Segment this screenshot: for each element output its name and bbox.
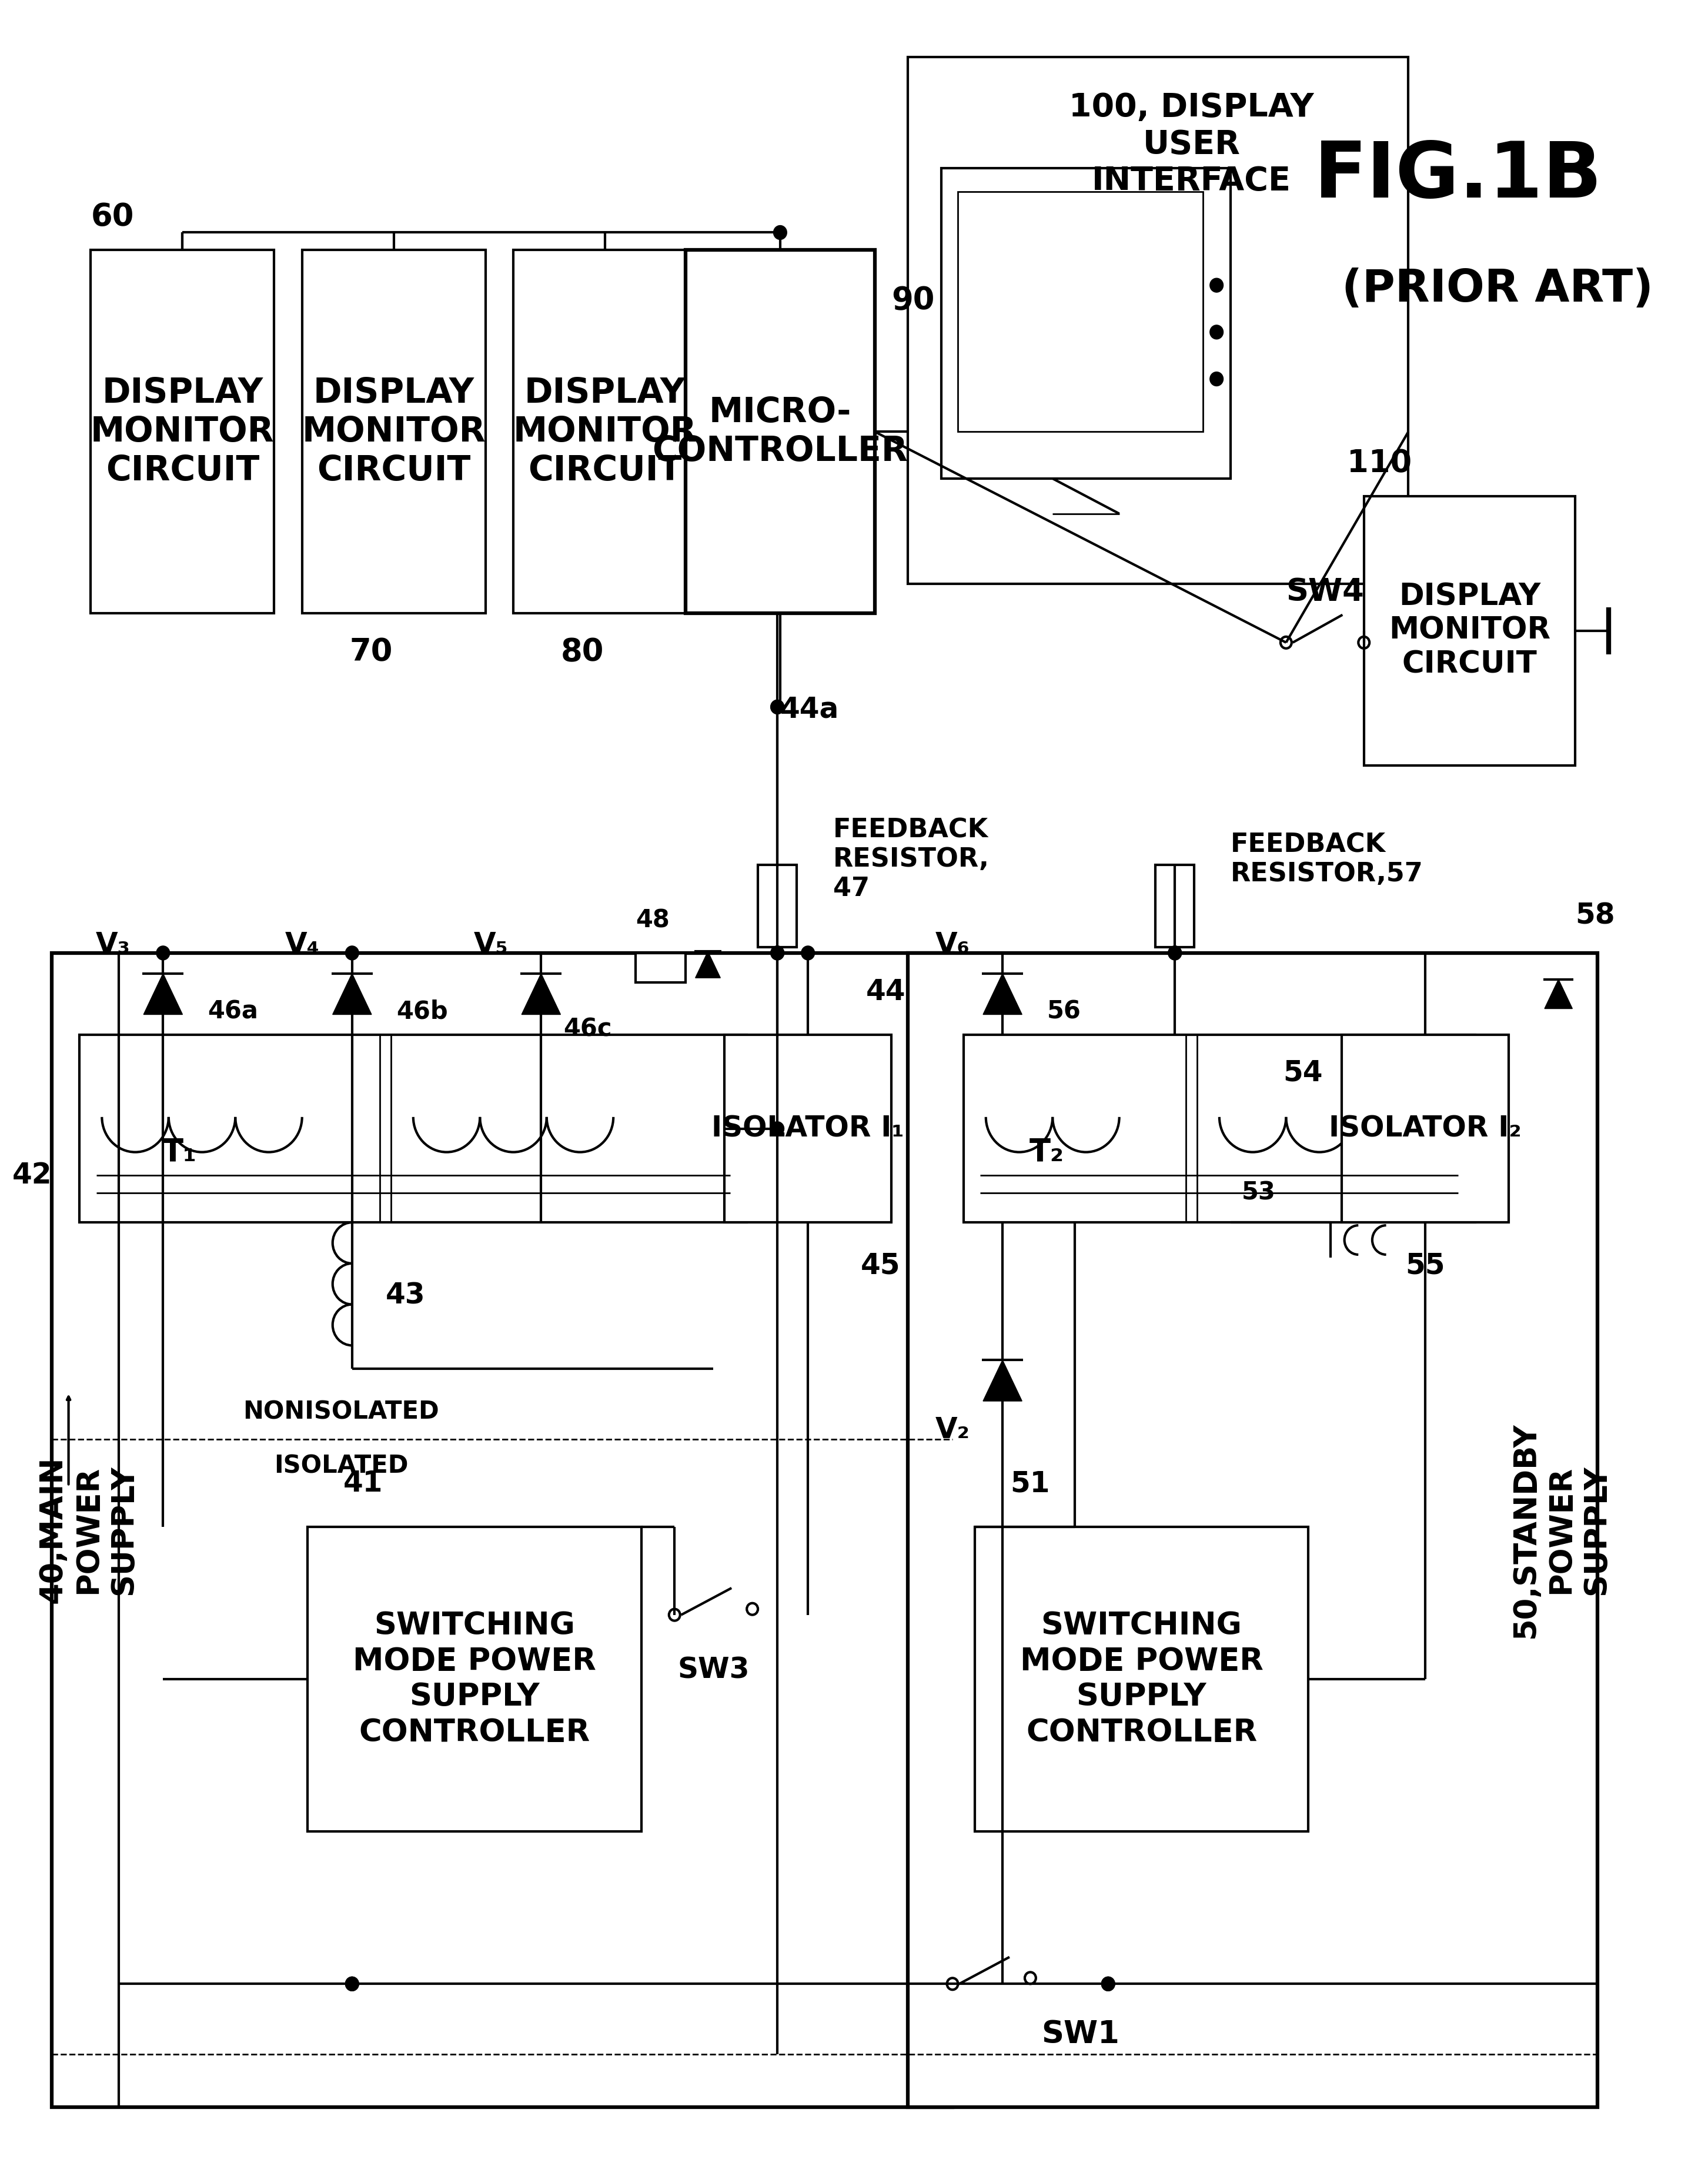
Text: DISPLAY
MONITOR
CIRCUIT: DISPLAY MONITOR CIRCUIT — [512, 375, 697, 487]
Text: V₂: V₂ — [936, 1417, 970, 1443]
Circle shape — [774, 225, 787, 240]
Circle shape — [770, 945, 784, 961]
Bar — [724, 1035, 892, 1222]
Circle shape — [1168, 945, 1182, 961]
Text: 58: 58 — [1575, 902, 1616, 930]
Bar — [1365, 496, 1575, 766]
Polygon shape — [143, 974, 183, 1015]
Text: 50,STANDBY
POWER
SUPPLY: 50,STANDBY POWER SUPPLY — [1510, 1421, 1612, 1637]
Text: NONISOLATED: NONISOLATED — [243, 1399, 439, 1425]
Text: 40,MAIN
POWER
SUPPLY: 40,MAIN POWER SUPPLY — [38, 1456, 138, 1605]
Text: T₁: T₁ — [162, 1137, 196, 1168]
Circle shape — [1168, 945, 1182, 961]
Polygon shape — [1544, 980, 1573, 1009]
Text: 42: 42 — [12, 1161, 51, 1190]
Bar — [1155, 864, 1194, 947]
Polygon shape — [984, 1360, 1021, 1401]
Circle shape — [801, 945, 815, 961]
Bar — [975, 1526, 1308, 1832]
Circle shape — [1209, 371, 1223, 386]
Circle shape — [1209, 325, 1223, 338]
Text: (PRIOR ART): (PRIOR ART) — [1342, 269, 1653, 312]
Text: FEEDBACK
RESISTOR,
47: FEEDBACK RESISTOR, 47 — [834, 816, 989, 902]
Text: 54: 54 — [1283, 1059, 1322, 1087]
Text: MICRO-
CONTROLLER: MICRO- CONTROLLER — [652, 395, 909, 467]
Text: 43: 43 — [386, 1281, 425, 1310]
Circle shape — [770, 701, 784, 714]
Circle shape — [1102, 1978, 1115, 1991]
Text: 46a: 46a — [208, 1000, 258, 1024]
Text: 46b: 46b — [396, 1000, 447, 1024]
Bar — [963, 1035, 1476, 1222]
Text: 44: 44 — [866, 978, 905, 1006]
Circle shape — [345, 945, 359, 961]
Polygon shape — [333, 974, 372, 1015]
Text: SW4: SW4 — [1286, 576, 1365, 607]
Polygon shape — [984, 974, 1021, 1015]
Text: V₄: V₄ — [285, 930, 319, 958]
Circle shape — [345, 1978, 359, 1991]
Bar — [909, 954, 1597, 2107]
Text: DISPLAY
MONITOR
CIRCUIT: DISPLAY MONITOR CIRCUIT — [302, 375, 485, 487]
Text: SWITCHING
MODE POWER
SUPPLY
CONTROLLER: SWITCHING MODE POWER SUPPLY CONTROLLER — [354, 1611, 596, 1749]
Text: 55: 55 — [1406, 1251, 1445, 1279]
Text: 100, DISPLAY
USER
INTERFACE: 100, DISPLAY USER INTERFACE — [1069, 92, 1313, 196]
Bar — [51, 954, 953, 2107]
Circle shape — [157, 945, 169, 961]
Text: SW1: SW1 — [1042, 2019, 1119, 2050]
Polygon shape — [521, 974, 560, 1015]
Bar — [958, 192, 1202, 432]
Text: SW3: SW3 — [678, 1657, 750, 1683]
Text: DISPLAY
MONITOR
CIRCUIT: DISPLAY MONITOR CIRCUIT — [1389, 583, 1551, 679]
Bar — [685, 251, 874, 613]
Bar — [302, 251, 485, 613]
Text: 44a: 44a — [781, 694, 839, 723]
Bar — [635, 954, 685, 982]
Text: FEEDBACK
RESISTOR,57: FEEDBACK RESISTOR,57 — [1230, 832, 1423, 886]
Text: FIG.1B: FIG.1B — [1313, 140, 1602, 214]
Text: DISPLAY
MONITOR
CIRCUIT: DISPLAY MONITOR CIRCUIT — [91, 375, 275, 487]
Text: ISOLATOR I₂: ISOLATOR I₂ — [1329, 1116, 1522, 1144]
Text: V₅: V₅ — [473, 930, 509, 958]
Circle shape — [1102, 1978, 1115, 1991]
Text: 56: 56 — [1047, 1000, 1081, 1024]
Bar — [514, 251, 697, 613]
Text: 70: 70 — [350, 637, 393, 668]
Circle shape — [1209, 277, 1223, 293]
Circle shape — [770, 701, 784, 714]
Bar — [909, 57, 1409, 585]
Text: 80: 80 — [560, 637, 603, 668]
Text: ISOLATED: ISOLATED — [273, 1454, 408, 1478]
Text: 90: 90 — [892, 286, 934, 317]
Text: V₃: V₃ — [96, 930, 130, 958]
Text: V₆: V₆ — [936, 930, 970, 958]
Text: 48: 48 — [635, 908, 670, 932]
Bar — [307, 1526, 640, 1832]
Text: ISOLATOR I₁: ISOLATOR I₁ — [712, 1116, 904, 1144]
Bar — [758, 864, 798, 947]
Circle shape — [345, 1978, 359, 1991]
Text: SWITCHING
MODE POWER
SUPPLY
CONTROLLER: SWITCHING MODE POWER SUPPLY CONTROLLER — [1020, 1611, 1264, 1749]
Bar — [80, 1035, 746, 1222]
Polygon shape — [695, 952, 721, 978]
Text: 110: 110 — [1348, 448, 1413, 478]
Text: 53: 53 — [1242, 1181, 1276, 1205]
Bar — [1342, 1035, 1508, 1222]
Text: 41: 41 — [343, 1469, 383, 1498]
Circle shape — [770, 1122, 784, 1135]
Text: 46c: 46c — [564, 1017, 611, 1041]
Text: 60: 60 — [91, 203, 133, 234]
Bar — [91, 251, 275, 613]
Text: 51: 51 — [1011, 1469, 1050, 1498]
Text: T₂: T₂ — [1030, 1137, 1064, 1168]
Circle shape — [770, 945, 784, 961]
Text: 45: 45 — [861, 1251, 900, 1279]
Bar — [941, 168, 1230, 478]
